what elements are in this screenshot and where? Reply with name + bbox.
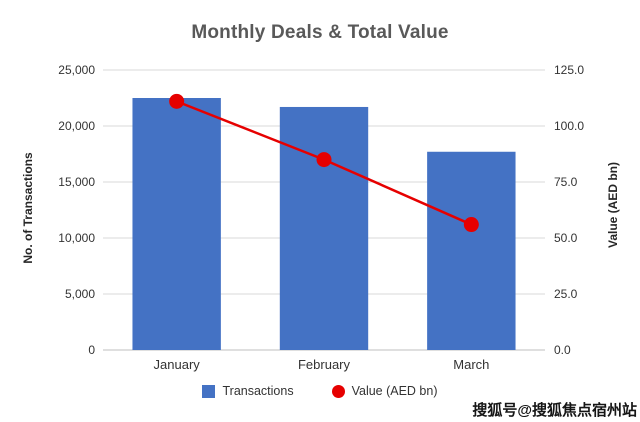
svg-text:100.0: 100.0 xyxy=(554,119,584,133)
svg-text:0: 0 xyxy=(88,343,95,357)
svg-text:10,000: 10,000 xyxy=(58,231,95,245)
legend-item-value: Value (AED bn) xyxy=(331,384,438,398)
svg-text:5,000: 5,000 xyxy=(65,287,95,301)
svg-text:20,000: 20,000 xyxy=(58,119,95,133)
svg-text:50.0: 50.0 xyxy=(554,231,578,245)
svg-text:January: January xyxy=(154,357,201,372)
value-swatch-icon xyxy=(331,384,345,398)
watermark-text: 搜狐号@搜狐焦点宿州站 xyxy=(470,398,639,421)
chart-title: Monthly Deals & Total Value xyxy=(191,22,449,43)
svg-text:25,000: 25,000 xyxy=(58,63,95,77)
svg-text:March: March xyxy=(453,357,489,372)
legend-item-transactions: Transactions xyxy=(202,384,294,398)
legend-label-value: Value (AED bn) xyxy=(351,384,438,398)
transactions-swatch-icon xyxy=(202,384,216,398)
legend: Transactions Value (AED bn) xyxy=(0,384,640,398)
svg-text:75.0: 75.0 xyxy=(554,175,578,189)
svg-text:February: February xyxy=(298,357,351,372)
legend-label-transactions: Transactions xyxy=(222,384,294,398)
svg-text:0.0: 0.0 xyxy=(554,343,571,357)
svg-text:25.0: 25.0 xyxy=(554,287,578,301)
svg-text:125.0: 125.0 xyxy=(554,63,584,77)
left-axis-title: No. of Transactions xyxy=(21,152,35,264)
svg-text:15,000: 15,000 xyxy=(58,175,95,189)
right-axis-title: Value (AED bn) xyxy=(606,161,620,249)
